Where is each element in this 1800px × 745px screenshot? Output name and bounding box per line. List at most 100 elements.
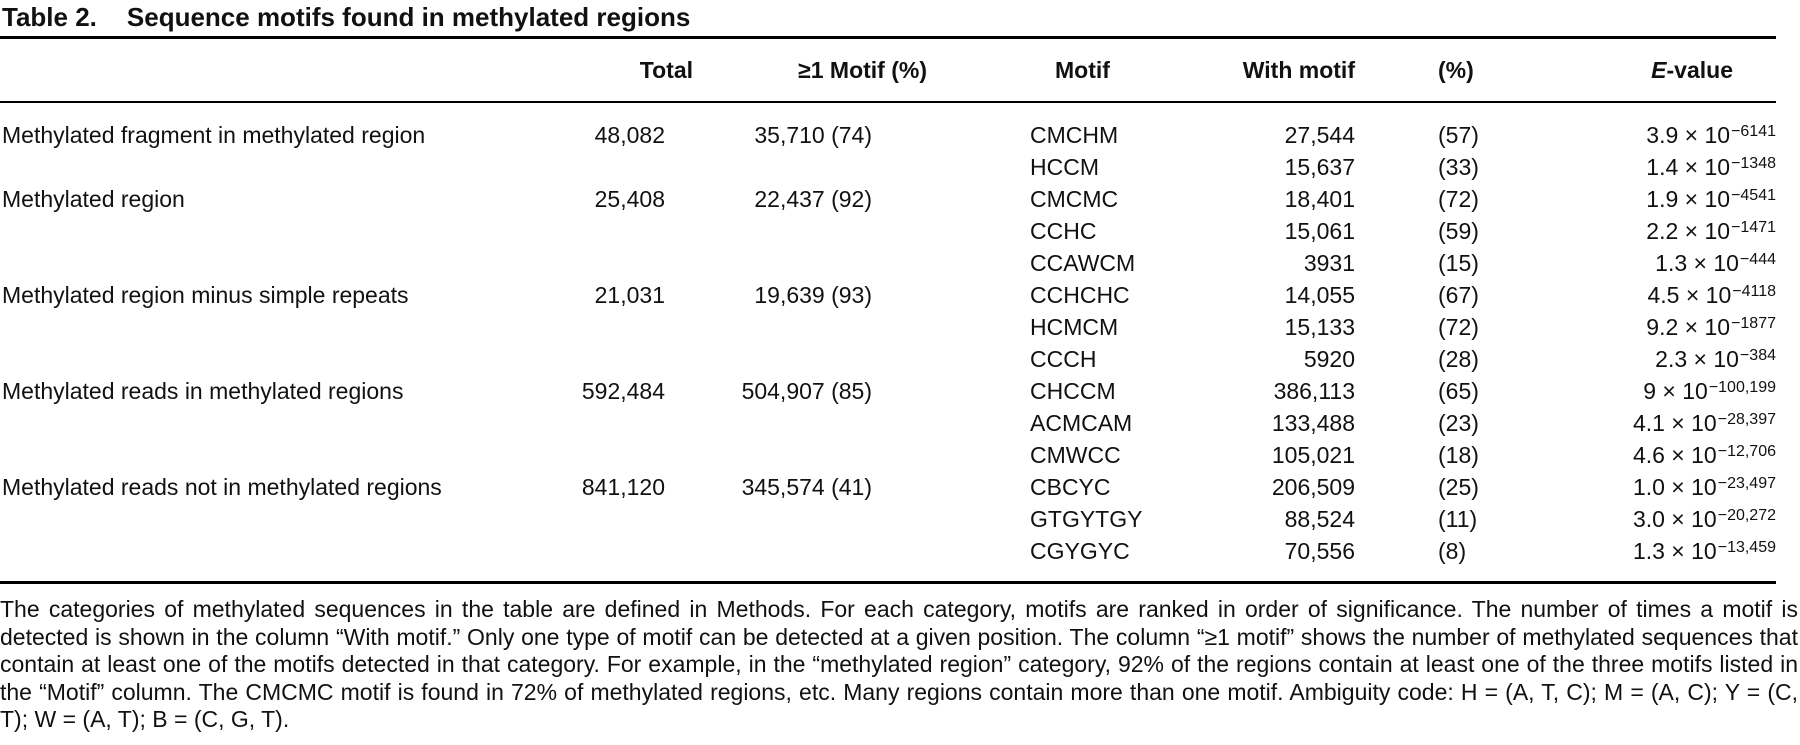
column-header-ge1-motif-label: ≥1 Motif (%): [798, 56, 927, 83]
total-value: 21,031: [594, 281, 665, 308]
cell-pct: (18): [1355, 439, 1548, 471]
column-header-category: [0, 39, 520, 103]
cell-category: [0, 343, 520, 375]
cell-with-motif: 3931: [1230, 247, 1355, 279]
cell-evalue: 1.9 × 10−4541: [1548, 183, 1776, 215]
pct-value: (23): [1438, 409, 1479, 436]
table-row: Methylated reads not in methylated regio…: [0, 471, 1776, 503]
evalue-base: 4.6 × 10: [1632, 441, 1717, 468]
column-header-total-label: Total: [639, 56, 693, 83]
cell-category: Methylated fragment in methylated region: [0, 102, 520, 151]
pct-value: (28): [1438, 345, 1479, 372]
sequence-motifs-table: Total ≥1 Motif (%) Motif With motif (%) …: [0, 39, 1776, 584]
with-motif-value: 15,133: [1284, 313, 1355, 340]
ge1-motif-value: 19,639 (93): [754, 281, 872, 308]
pct-value: (65): [1438, 377, 1479, 404]
cell-with-motif: 386,113: [1230, 375, 1355, 407]
motif-sequence: HCCM: [1030, 153, 1099, 180]
table-row: HCCM 15,637 (33) 1.4 × 10−1348: [0, 151, 1776, 183]
with-motif-value: 14,055: [1284, 281, 1355, 308]
cell-with-motif: 15,637: [1230, 151, 1355, 183]
table-header: Total ≥1 Motif (%) Motif With motif (%) …: [0, 39, 1776, 103]
cell-category: Methylated reads not in methylated regio…: [0, 471, 520, 503]
cell-evalue: 2.2 × 10−1471: [1548, 215, 1776, 247]
evalue-exponent: −23,497: [1717, 474, 1776, 492]
cell-total: [520, 343, 665, 375]
pct-value: (59): [1438, 217, 1479, 244]
cell-motif: CCCH: [872, 343, 1230, 375]
column-header-total: Total: [520, 39, 693, 103]
cell-pct: (72): [1355, 311, 1548, 343]
cell-total: 592,484: [520, 375, 665, 407]
cell-with-motif: 18,401: [1230, 183, 1355, 215]
cell-with-motif: 70,556: [1230, 535, 1355, 583]
motif-sequence: ACMCAM: [1030, 409, 1133, 436]
total-value: 592,484: [581, 377, 665, 404]
cell-with-motif: 105,021: [1230, 439, 1355, 471]
ge1-motif-value: 22,437 (92): [754, 185, 872, 212]
cell-ge1-motif: 504,907 (85): [665, 375, 872, 407]
with-motif-value: 15,637: [1284, 153, 1355, 180]
evalue-exponent: −4541: [1731, 186, 1776, 204]
column-header-with-motif-label: With motif: [1242, 56, 1355, 83]
ge1-motif-value: 35,710 (74): [754, 121, 872, 148]
evalue-exponent: −20,272: [1717, 506, 1776, 524]
cell-category: Methylated region: [0, 183, 520, 215]
column-header-motif: Motif: [872, 39, 1230, 103]
with-motif-value: 105,021: [1271, 441, 1355, 468]
cell-evalue: 4.1 × 10−28,397: [1548, 407, 1776, 439]
evalue-e-italic: E: [1651, 56, 1667, 83]
cell-total: [520, 215, 665, 247]
cell-total: [520, 439, 665, 471]
pct-value: (72): [1438, 313, 1479, 340]
motif-sequence: CBCYC: [1030, 473, 1111, 500]
total-value: 48,082: [594, 121, 665, 148]
table-row: Methylated region minus simple repeats 2…: [0, 279, 1776, 311]
motif-sequence: CMWCC: [1030, 441, 1121, 468]
cell-total: [520, 535, 665, 583]
cell-category: [0, 215, 520, 247]
cell-ge1-motif: [665, 215, 872, 247]
pct-value: (11): [1438, 505, 1478, 532]
cell-motif: HCMCM: [872, 311, 1230, 343]
pct-value: (57): [1438, 121, 1479, 148]
cell-ge1-motif: 22,437 (92): [665, 183, 872, 215]
pct-value: (8): [1438, 537, 1467, 564]
cell-evalue: 4.6 × 10−12,706: [1548, 439, 1776, 471]
evalue-base: 4.5 × 10: [1647, 281, 1732, 308]
cell-pct: (11): [1355, 503, 1548, 535]
cell-total: [520, 247, 665, 279]
cell-motif: CCHC: [872, 215, 1230, 247]
cell-motif: HCCM: [872, 151, 1230, 183]
pct-value: (15): [1438, 249, 1479, 276]
with-motif-value: 27,544: [1284, 121, 1355, 148]
cell-with-motif: 15,133: [1230, 311, 1355, 343]
table-row: GTGYTGY 88,524 (11) 3.0 × 10−20,272: [0, 503, 1776, 535]
table-body: Methylated fragment in methylated region…: [0, 102, 1776, 583]
cell-ge1-motif: 19,639 (93): [665, 279, 872, 311]
with-motif-value: 18,401: [1284, 185, 1355, 212]
evalue-exponent: −1877: [1731, 314, 1776, 332]
motif-sequence: CCHCHC: [1030, 281, 1130, 308]
cell-total: [520, 407, 665, 439]
cell-total: [520, 151, 665, 183]
cell-motif: CCAWCM: [872, 247, 1230, 279]
cell-evalue: 1.3 × 10−13,459: [1548, 535, 1776, 583]
cell-with-motif: 27,544: [1230, 102, 1355, 151]
table-row: Methylated fragment in methylated region…: [0, 102, 1776, 151]
cell-motif: CMWCC: [872, 439, 1230, 471]
with-motif-value: 3931: [1303, 249, 1355, 276]
evalue-exponent: −12,706: [1717, 442, 1776, 460]
cell-total: 21,031: [520, 279, 665, 311]
evalue-exponent: −384: [1739, 346, 1776, 364]
evalue-base: 3.9 × 10: [1646, 121, 1731, 148]
category-text: Methylated region: [2, 185, 185, 212]
table-row: CGYGYC 70,556 (8) 1.3 × 10−13,459: [0, 535, 1776, 583]
column-header-motif-label: Motif: [1055, 56, 1110, 83]
cell-category: [0, 247, 520, 279]
table-number-label: Table 2.: [2, 2, 97, 32]
table-row: HCMCM 15,133 (72) 9.2 × 10−1877: [0, 311, 1776, 343]
cell-pct: (72): [1355, 183, 1548, 215]
cell-total: [520, 503, 665, 535]
